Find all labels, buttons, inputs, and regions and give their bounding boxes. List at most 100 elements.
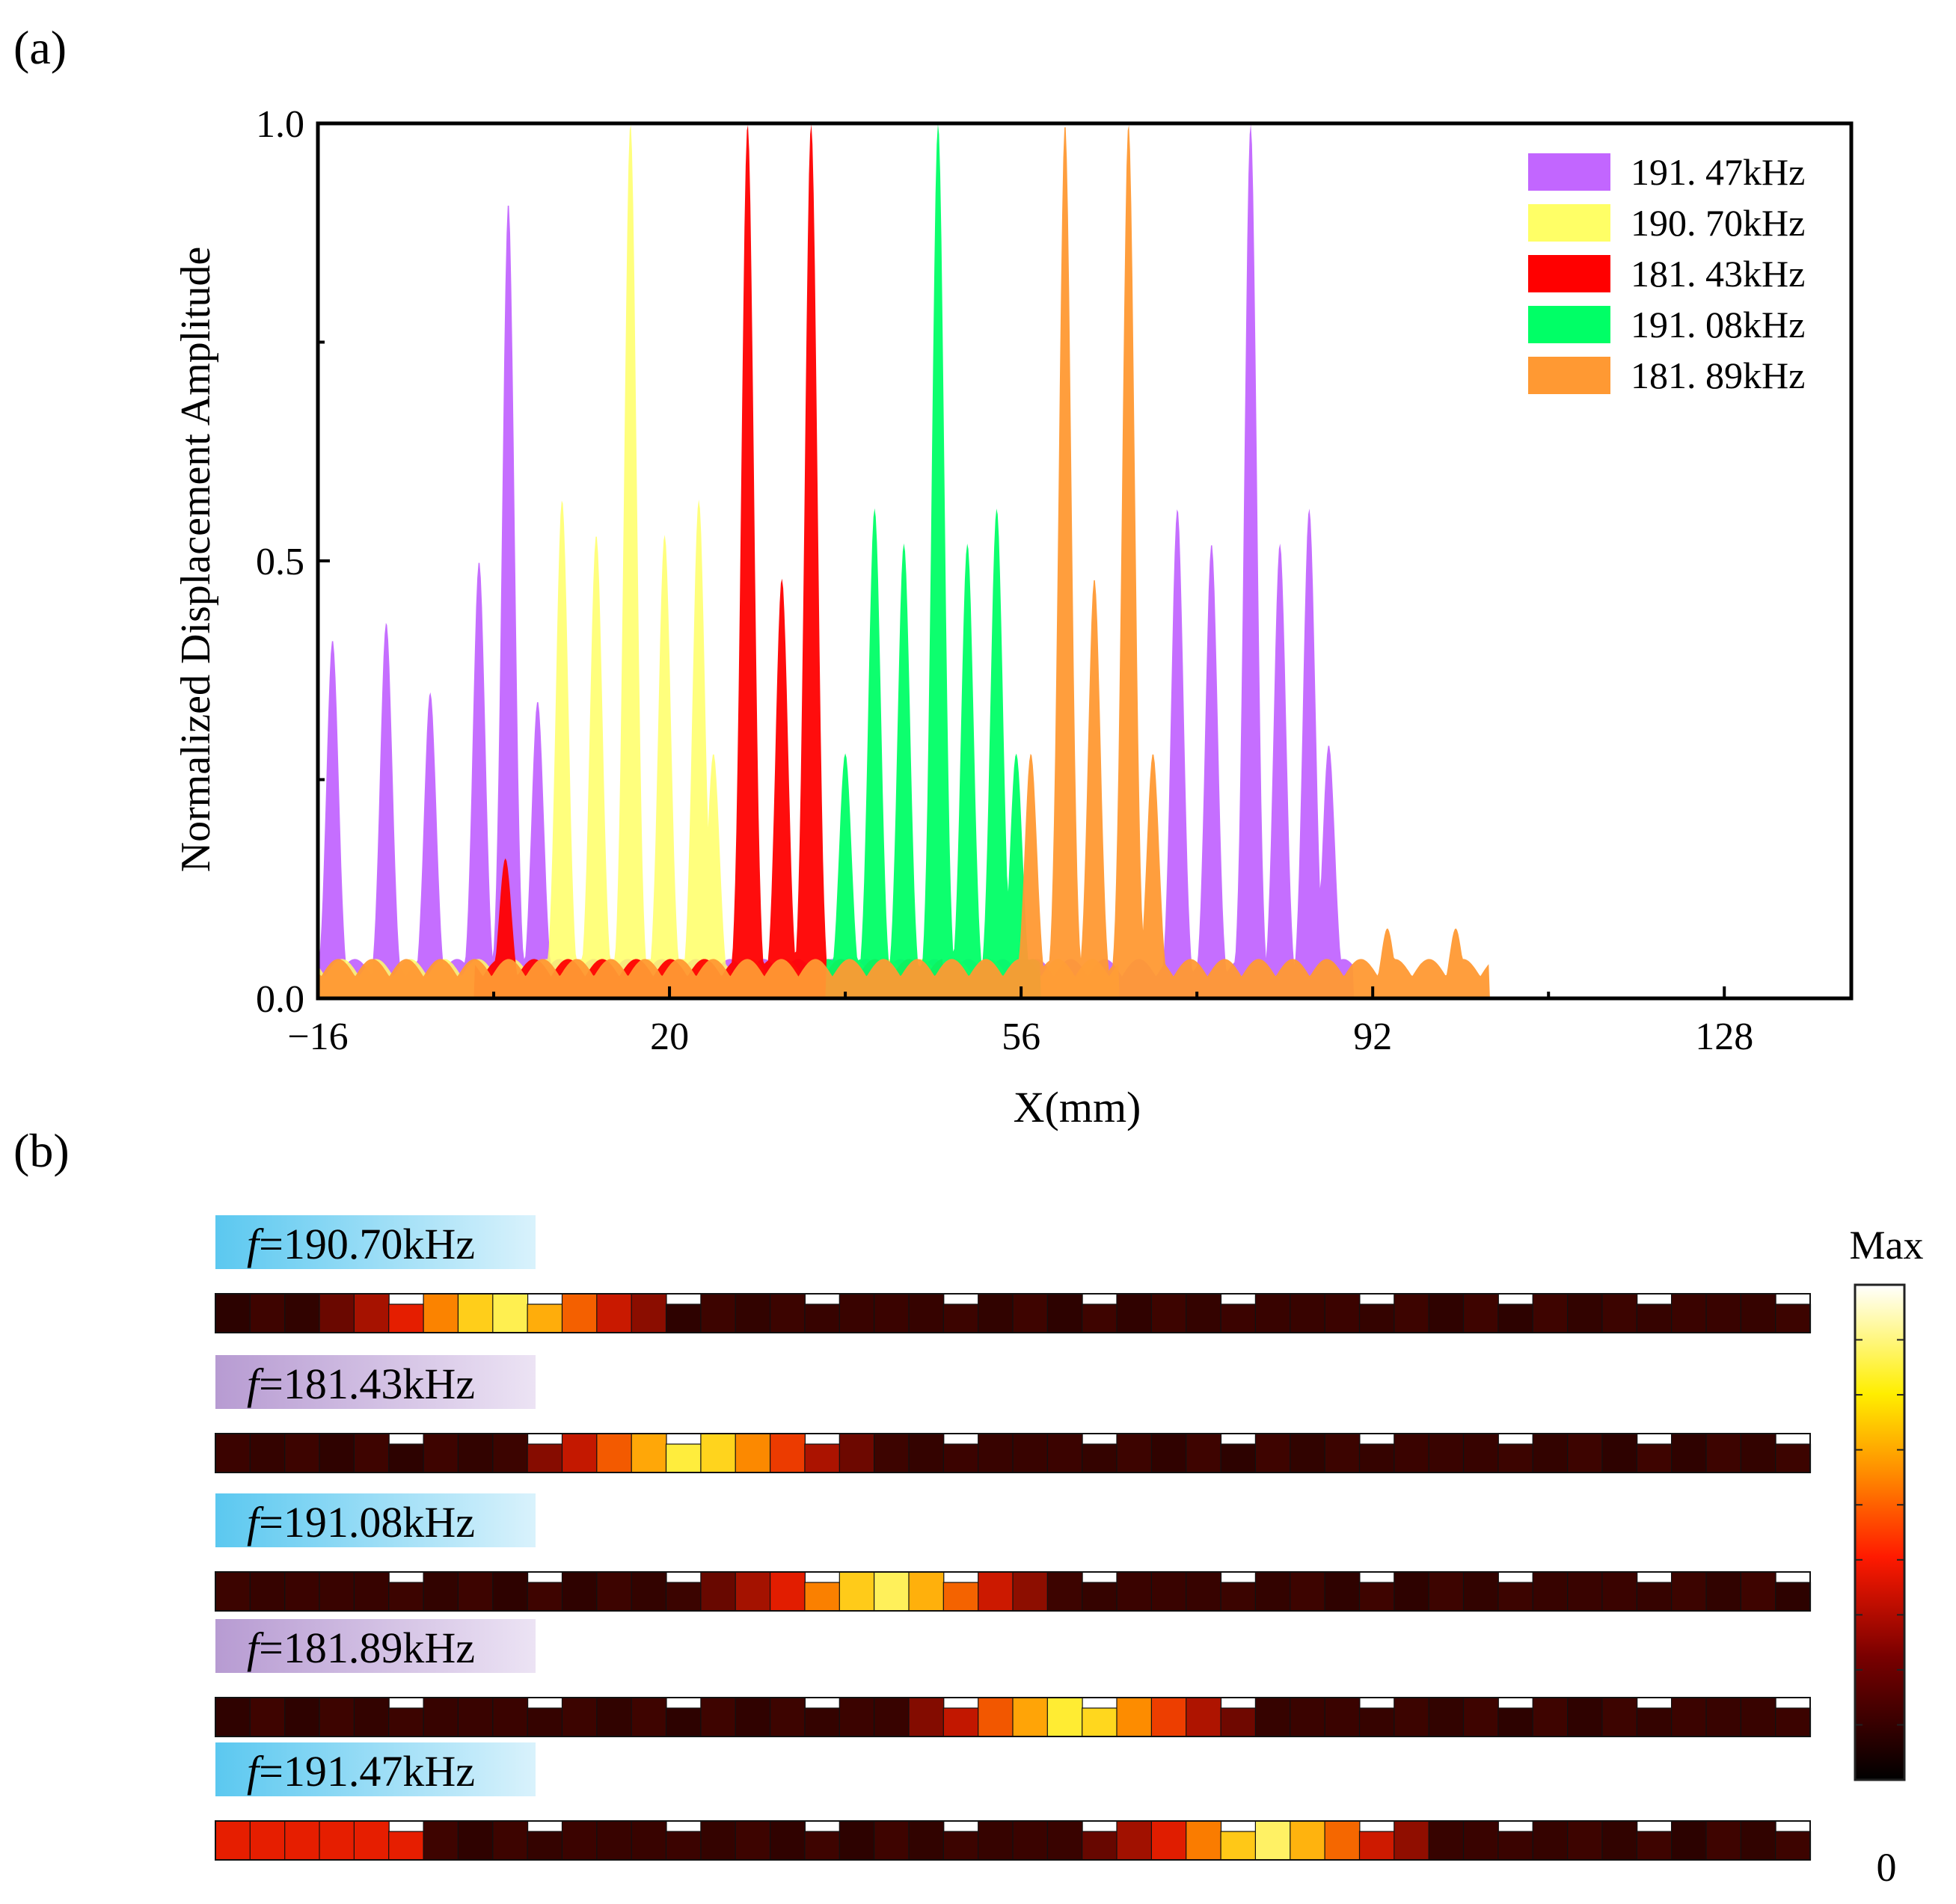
field-cell — [873, 1697, 910, 1737]
field-cell — [1358, 1707, 1395, 1737]
field-cell — [1601, 1820, 1638, 1861]
field-cell — [1150, 1433, 1187, 1473]
colorbar — [1854, 1283, 1906, 1781]
field-cell — [1012, 1820, 1049, 1861]
field-cell — [1740, 1820, 1776, 1861]
field-cell — [423, 1293, 459, 1333]
field-cell — [978, 1571, 1014, 1612]
frequency-tag — [215, 1619, 536, 1673]
field-cell — [388, 1582, 425, 1612]
field-cell — [423, 1571, 459, 1612]
field-cell — [1775, 1707, 1812, 1737]
legend-label-3: 181. 43kHz — [1631, 253, 1805, 295]
field-cell — [492, 1293, 529, 1333]
field-cell — [665, 1707, 702, 1737]
field-cell — [249, 1433, 286, 1473]
frequency-tag — [215, 1742, 536, 1796]
field-cell — [804, 1303, 841, 1333]
field-cell — [700, 1433, 737, 1473]
field-cell — [1324, 1293, 1361, 1333]
field-cell — [596, 1293, 633, 1333]
field-cell — [1636, 1831, 1673, 1861]
field-cell — [942, 1831, 979, 1861]
field-cell — [1290, 1697, 1326, 1737]
x-tick-label: 20 — [650, 1016, 689, 1058]
field-cell — [249, 1820, 286, 1861]
field-cell — [1428, 1697, 1465, 1737]
field-cell — [1671, 1293, 1708, 1333]
field-cell — [353, 1433, 390, 1473]
field-cell — [804, 1582, 841, 1612]
legend-swatch-5 — [1528, 357, 1610, 394]
field-cell — [561, 1433, 598, 1473]
field-cell — [769, 1571, 806, 1612]
field-cell — [838, 1293, 875, 1333]
field-cell — [319, 1293, 355, 1333]
field-cell — [700, 1697, 737, 1737]
field-cell — [769, 1293, 806, 1333]
field-cell — [631, 1293, 667, 1333]
field-cell — [284, 1293, 321, 1333]
field-cell — [527, 1707, 563, 1737]
field-cell — [1497, 1443, 1534, 1473]
field-cell — [978, 1293, 1014, 1333]
field-cell — [1532, 1433, 1569, 1473]
field-cell — [665, 1831, 702, 1861]
field-cell — [596, 1433, 633, 1473]
field-row-2: f=181.43kHz — [215, 1355, 1812, 1473]
field-cell — [1082, 1443, 1118, 1473]
field-cell — [1394, 1433, 1430, 1473]
field-cell — [1046, 1820, 1083, 1861]
field-cell — [1705, 1571, 1742, 1612]
field-cell — [1532, 1571, 1569, 1612]
field-cell — [527, 1443, 563, 1473]
y-tick-label: 1.0 — [256, 103, 304, 146]
field-cell — [1358, 1443, 1395, 1473]
field-cell — [1290, 1433, 1326, 1473]
field-cell — [1358, 1303, 1395, 1333]
frequency-label: f=181.43kHz — [247, 1360, 475, 1408]
field-cell — [1462, 1820, 1499, 1861]
legend-label-4: 191. 08kHz — [1631, 304, 1805, 346]
field-cell — [388, 1831, 425, 1861]
field-cell — [1428, 1293, 1465, 1333]
field-cell — [596, 1697, 633, 1737]
field-cell — [1740, 1697, 1776, 1737]
field-cell — [1186, 1697, 1222, 1737]
structure-outline — [215, 1697, 1811, 1737]
field-cell — [1671, 1571, 1708, 1612]
structure-outline — [215, 1433, 1811, 1473]
field-cell — [1082, 1831, 1118, 1861]
x-tick-label: 56 — [1002, 1016, 1040, 1058]
field-cell — [1358, 1831, 1395, 1861]
field-cell — [249, 1293, 286, 1333]
y-tick-label: 0.0 — [256, 978, 304, 1021]
field-cell — [804, 1443, 841, 1473]
structure-outline — [215, 1820, 1811, 1861]
field-cell — [942, 1443, 979, 1473]
field-row-1: f=190.70kHz — [215, 1215, 1812, 1333]
field-cell — [1324, 1571, 1361, 1612]
field-cell — [1428, 1571, 1465, 1612]
field-cell — [838, 1697, 875, 1737]
field-cell — [769, 1433, 806, 1473]
field-cell — [1497, 1303, 1534, 1333]
field-cell — [457, 1293, 494, 1333]
field-cell — [1775, 1582, 1812, 1612]
field-cell — [1636, 1303, 1673, 1333]
series-area-2 — [318, 125, 1851, 998]
field-cell — [804, 1707, 841, 1737]
field-cell — [735, 1293, 771, 1333]
y-tick-label: 0.5 — [256, 541, 304, 583]
field-cell — [1012, 1293, 1049, 1333]
field-cell — [700, 1293, 737, 1333]
field-cell — [492, 1820, 529, 1861]
x-axis-label: X(mm) — [1014, 1083, 1141, 1131]
field-cell — [1046, 1433, 1083, 1473]
field-cell — [457, 1433, 494, 1473]
field-cell — [1012, 1433, 1049, 1473]
field-cell — [1601, 1293, 1638, 1333]
field-cell — [492, 1433, 529, 1473]
field-cell — [319, 1697, 355, 1737]
field-cell — [1636, 1582, 1673, 1612]
